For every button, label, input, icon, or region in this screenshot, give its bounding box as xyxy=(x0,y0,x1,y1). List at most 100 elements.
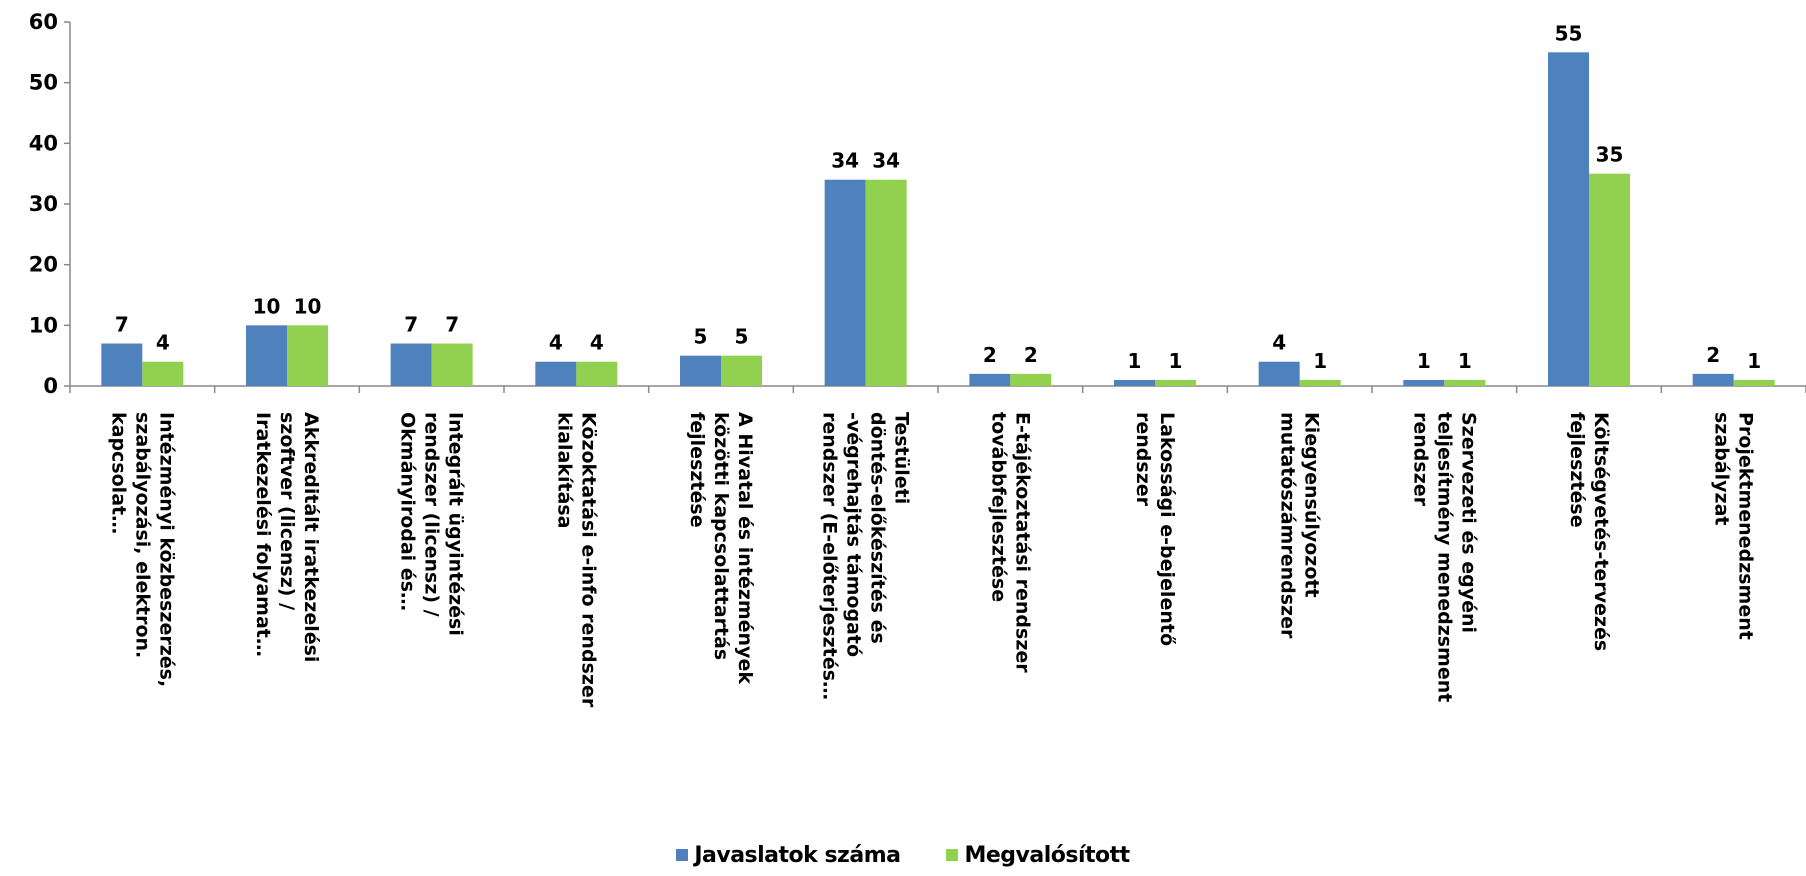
x-category-label-line: rendszer (E-előterjesztés… xyxy=(819,412,841,700)
legend-swatch-green xyxy=(946,849,959,861)
data-label: 55 xyxy=(1555,21,1583,45)
x-category-label-line: teljesítmény menedzsment xyxy=(1433,412,1455,702)
data-label: 2 xyxy=(1024,343,1038,367)
x-category-label-line: fejlesztése xyxy=(686,412,708,528)
bar xyxy=(969,373,1011,386)
data-label: 1 xyxy=(1128,349,1142,373)
x-category-label-line: rendszer (licensz) / xyxy=(421,412,443,617)
data-label: 34 xyxy=(831,149,859,173)
bar xyxy=(721,355,762,386)
x-category-label-line: Akkreditált iratkezelési xyxy=(300,412,322,662)
y-tick-label: 60 xyxy=(29,10,58,34)
data-label: 4 xyxy=(1272,331,1286,355)
bar xyxy=(865,179,907,386)
x-category-label-line: Testületi xyxy=(891,412,913,504)
bar xyxy=(680,355,721,386)
data-label: 5 xyxy=(735,325,749,349)
x-category-label-line: Lakossági e-bejelentő xyxy=(1156,412,1178,646)
data-label: 1 xyxy=(1169,349,1183,373)
data-label: 7 xyxy=(404,313,418,337)
x-category-label-line: döntés-előkészítés és xyxy=(867,412,889,644)
bar xyxy=(1258,361,1300,386)
bar xyxy=(1548,52,1589,386)
x-category-label-line: szabályozási, elektron. xyxy=(131,412,153,658)
y-tick-label: 30 xyxy=(29,192,58,216)
bar xyxy=(1692,373,1734,386)
x-category-label-line: Integrált ügyintézési xyxy=(445,412,467,636)
legend-item-javaslatok: Javaslatok száma xyxy=(676,842,901,868)
data-label: 1 xyxy=(1313,349,1327,373)
x-category-label-line: mutatószámrendszer xyxy=(1277,412,1299,639)
data-label: 4 xyxy=(156,331,170,355)
bar xyxy=(287,325,328,386)
y-tick-label: 40 xyxy=(29,131,58,155)
y-tick-label: 50 xyxy=(29,71,58,95)
legend-label: Megvalósított xyxy=(964,842,1130,868)
data-label: 5 xyxy=(694,325,708,349)
x-category-label-line: fejlesztése xyxy=(1566,412,1588,528)
legend: Javaslatok száma Megvalósított xyxy=(0,842,1806,868)
data-label: 4 xyxy=(590,331,604,355)
legend-label: Javaslatok száma xyxy=(694,842,901,868)
y-tick-label: 20 xyxy=(29,253,58,277)
bar xyxy=(535,361,577,386)
x-category-label: Szervezeti és egyéniteljesítmény menedzs… xyxy=(1409,412,1479,702)
x-category-label-line: -végrehajtás támogató xyxy=(843,412,865,657)
x-category-label-line: rendszer xyxy=(1409,412,1431,507)
data-label: 1 xyxy=(1417,349,1431,373)
x-category-label-line: E-tájékoztatási rendszer xyxy=(1011,412,1033,673)
bar xyxy=(576,361,618,386)
bar xyxy=(390,343,432,386)
bar xyxy=(101,343,143,386)
x-category-label: Költségvetés-tervezésfejlesztése xyxy=(1566,412,1612,651)
data-label: 4 xyxy=(549,331,563,355)
legend-item-megvalositott: Megvalósított xyxy=(946,842,1130,868)
y-tick-label: 10 xyxy=(29,313,58,337)
x-category-label-line: kialakítása xyxy=(553,412,575,529)
x-category-label-line: Szervezeti és egyéni xyxy=(1457,412,1479,633)
bar xyxy=(246,325,287,386)
data-label: 34 xyxy=(872,149,900,173)
x-category-label: E-tájékoztatási rendszertovábbfejlesztés… xyxy=(987,412,1033,673)
bar xyxy=(431,343,473,386)
x-category-label-line: Okmányirodai és… xyxy=(397,412,419,611)
x-category-label: Testületidöntés-előkészítés és-végrehajt… xyxy=(819,412,913,700)
data-label: 7 xyxy=(445,313,459,337)
data-label: 1 xyxy=(1747,349,1761,373)
bar xyxy=(1589,173,1630,386)
x-category-label-line: szabályzat xyxy=(1711,412,1733,525)
x-category-label-line: Közoktatási e-info rendszer xyxy=(577,412,599,708)
x-category-label-line: A Hivatal és intézmények xyxy=(734,412,756,684)
x-category-label-line: Kiegyensúlyozott xyxy=(1301,412,1323,598)
legend-swatch-blue xyxy=(676,849,689,861)
x-category-label-line: Költségvetés-tervezés xyxy=(1590,412,1612,651)
data-label: 1 xyxy=(1458,349,1472,373)
bar xyxy=(1114,379,1155,386)
data-label: 2 xyxy=(983,343,997,367)
x-category-label: Közoktatási e-info rendszerkialakítása xyxy=(553,412,599,708)
x-category-label-line: rendszer xyxy=(1132,412,1154,507)
bar xyxy=(1444,379,1486,386)
bar xyxy=(142,361,184,386)
x-category-label: Intézményi közbeszerzés,szabályozási, el… xyxy=(107,412,177,687)
x-category-label-line: továbbfejlesztése xyxy=(987,412,1009,602)
bar xyxy=(1010,373,1052,386)
data-label: 10 xyxy=(253,294,281,318)
bar xyxy=(1155,379,1196,386)
x-category-label: Lakossági e-bejelentőrendszer xyxy=(1132,412,1178,646)
x-category-label: Akkreditált iratkezelésiszoftver (licens… xyxy=(252,412,322,662)
bar xyxy=(1299,379,1341,386)
x-category-label-line: Iratkezelési folyamat… xyxy=(252,412,274,657)
data-label: 2 xyxy=(1706,343,1720,367)
x-category-label-line: Projektmenedzsment xyxy=(1735,412,1757,640)
x-category-label: Kiegyensúlyozottmutatószámrendszer xyxy=(1277,412,1323,639)
x-category-label-line: közötti kapcsolattartás xyxy=(710,412,732,660)
x-category-label-line: Intézményi közbeszerzés, xyxy=(155,412,177,687)
x-category-label-line: szoftver (licensz) / xyxy=(276,412,298,610)
data-label: 10 xyxy=(294,294,322,318)
x-category-label: Projektmenedzsmentszabályzat xyxy=(1711,412,1757,640)
bar xyxy=(1733,379,1775,386)
x-category-label-line: kapcsolat… xyxy=(107,412,129,534)
x-category-label: A Hivatal és intézményekközötti kapcsola… xyxy=(686,412,756,684)
